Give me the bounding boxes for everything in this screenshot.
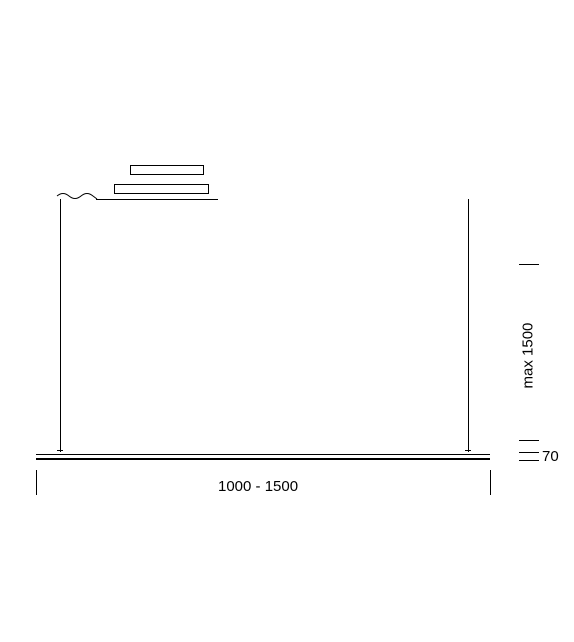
canopy-box-lower [114, 184, 209, 194]
bar-top-edge [36, 454, 490, 455]
cable-left [60, 199, 61, 452]
width-tick-right [490, 470, 491, 495]
width-dimension-label: 1000 - 1500 [218, 478, 298, 495]
height-tick-top [519, 264, 539, 265]
thickness-tick-bottom [519, 460, 539, 461]
height-dimension-label: max 1500 [520, 329, 537, 389]
thickness-dimension-label: 70 [542, 448, 559, 465]
power-cord [56, 190, 98, 202]
cable-left-catch [57, 450, 63, 451]
width-tick-left [36, 470, 37, 495]
canopy-box-upper [130, 165, 204, 175]
height-tick-bottom [519, 440, 539, 441]
bar-bottom-edge [36, 458, 490, 460]
cable-right-catch [465, 450, 471, 451]
canopy-base-line [96, 199, 218, 200]
thickness-tick-top [519, 452, 539, 453]
cable-right [468, 199, 469, 452]
drawing-canvas: 1000 - 1500 max 1500 70 [0, 0, 574, 642]
